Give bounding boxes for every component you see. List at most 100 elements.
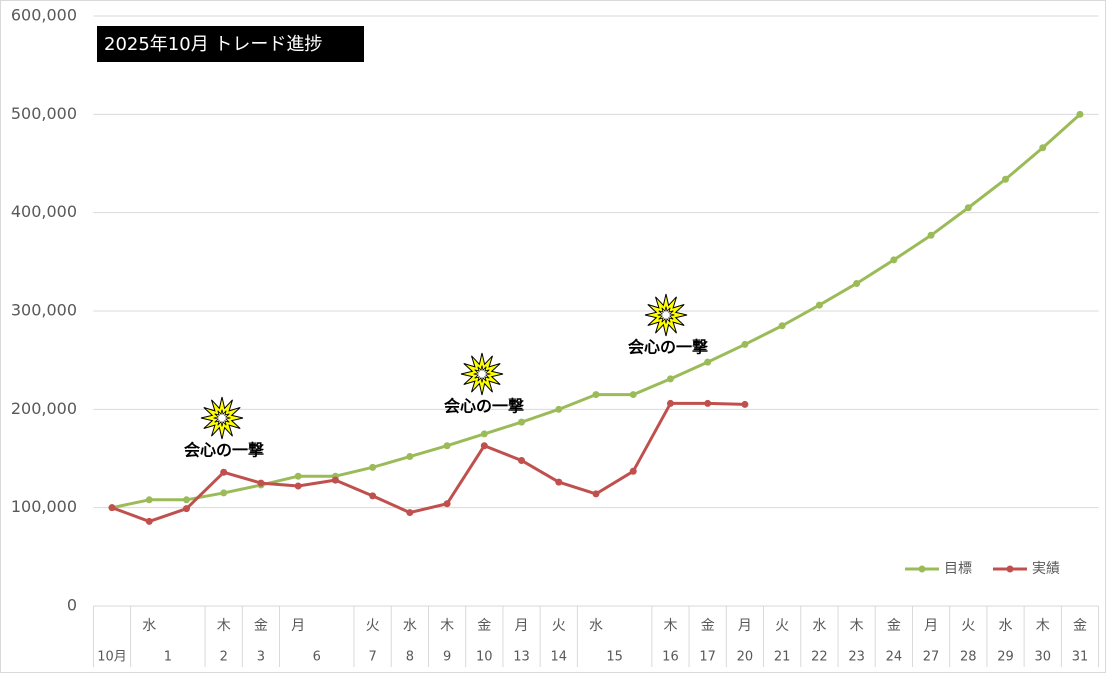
y-tick-label: 600,000 [11, 6, 77, 25]
lines [108, 110, 1084, 525]
point [518, 418, 526, 426]
y-tick-label: 500,000 [11, 104, 77, 123]
point [480, 442, 488, 450]
date-label: 20 [737, 650, 754, 665]
burst-inner [213, 409, 231, 427]
y-tick-label: 0 [67, 596, 77, 615]
point [666, 375, 674, 383]
point [480, 430, 488, 438]
point [555, 478, 563, 486]
x-tick-label: 金 [701, 618, 715, 634]
point [666, 399, 674, 407]
date-label: 30 [1034, 650, 1051, 665]
x-tick-label: 木 [1036, 618, 1050, 634]
y-tick-label: 400,000 [11, 202, 77, 221]
point [406, 453, 414, 461]
point [369, 463, 377, 471]
point [778, 322, 786, 330]
date-label: 6 [313, 650, 321, 665]
date-label: 13 [513, 650, 530, 665]
date-label: 27 [923, 650, 940, 665]
date-label: 9 [443, 650, 451, 665]
point [443, 442, 451, 450]
point [294, 482, 302, 490]
point [182, 496, 190, 504]
x-tick-label: 火 [775, 618, 789, 634]
x-tick-label: 火 [552, 618, 566, 634]
date-label: 28 [960, 650, 977, 665]
point [853, 279, 861, 287]
date-label: 31 [1072, 650, 1089, 665]
date-label: 24 [886, 650, 903, 665]
point [704, 399, 712, 407]
point [1002, 175, 1010, 183]
x-tick-label: 木 [440, 618, 454, 634]
annotation: 会心の一撃 [444, 397, 524, 416]
chart-title: 2025年10月 トレード進捗 [104, 34, 322, 55]
x-tick-label: 金 [887, 618, 901, 634]
date-label: 15 [606, 650, 623, 665]
point [145, 517, 153, 525]
point [927, 231, 935, 239]
x-tick-label: 水 [403, 618, 417, 634]
x-tick-label: 火 [961, 618, 975, 634]
point [220, 489, 228, 497]
point [629, 467, 637, 475]
point [964, 204, 972, 212]
point [629, 391, 637, 399]
date-label: 8 [406, 650, 414, 665]
x-tick-label: 月 [924, 618, 938, 634]
date-label: 1 [164, 650, 172, 665]
date-label: 16 [662, 650, 679, 665]
x-tick-label: 木 [217, 618, 231, 634]
date-label: 10月 [97, 650, 127, 665]
grid: 0 100,000 200,000 300,000 400,000 500,000 600,… [11, 6, 1099, 615]
point [741, 340, 749, 348]
x-tick-label: 水 [589, 618, 603, 634]
annotation: 会心の一撃 [184, 441, 264, 460]
point [145, 496, 153, 504]
point [518, 456, 526, 464]
point [592, 391, 600, 399]
y-tick-label: 200,000 [11, 399, 77, 418]
point [890, 256, 898, 264]
x-tick-label: 金 [477, 618, 491, 634]
point [741, 400, 749, 408]
x-tick-label: 木 [663, 618, 677, 634]
legend: 目標 実績 [905, 561, 1060, 577]
x-tick-label: 月 [738, 618, 752, 634]
point [108, 504, 116, 512]
annotation: 会心の一撃 [628, 338, 708, 357]
date-label: 14 [550, 650, 567, 665]
date-label: 22 [811, 650, 828, 665]
x-tick-label: 金 [1073, 618, 1087, 634]
point [294, 472, 302, 480]
x-tick-label: 金 [254, 618, 268, 634]
y-tick-label: 300,000 [11, 301, 77, 320]
burst-inner [473, 365, 491, 383]
x-tick-label: 月 [291, 618, 305, 634]
x-tick-label: 月 [515, 618, 529, 634]
date-label: 10 [476, 650, 493, 665]
point [592, 490, 600, 498]
x-tick-label: 火 [366, 618, 380, 634]
point [555, 405, 563, 413]
x-tick-label: 木 [850, 618, 864, 634]
date-label: 29 [997, 650, 1014, 665]
date-label: 21 [774, 650, 791, 665]
point [704, 358, 712, 366]
point [182, 505, 190, 513]
point [1039, 144, 1047, 152]
x-tick-label: 水 [142, 618, 156, 634]
legend-marker [918, 565, 926, 573]
date-label: 3 [257, 650, 265, 665]
legend-marker [1006, 565, 1014, 573]
legend-label: 目標 [944, 561, 972, 577]
point [406, 509, 414, 517]
point [815, 301, 823, 309]
point [331, 476, 339, 484]
date-label: 17 [699, 650, 716, 665]
